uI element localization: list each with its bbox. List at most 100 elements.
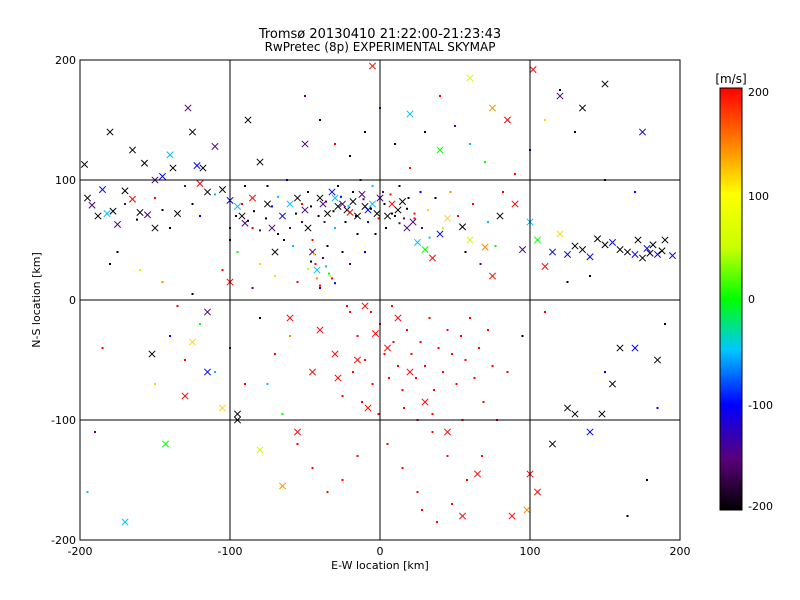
data-point-dot <box>398 185 401 187</box>
data-point-dot <box>236 251 239 253</box>
data-point-dot <box>310 260 312 263</box>
data-point-dot <box>325 265 327 268</box>
data-point-dot <box>169 335 171 337</box>
data-point-x <box>529 66 537 74</box>
data-point-dot <box>364 251 366 253</box>
data-point-x <box>263 200 272 208</box>
data-point-dot <box>388 377 390 379</box>
data-point-x <box>533 488 542 496</box>
data-point-x <box>586 428 594 436</box>
y-tick-label: -100 <box>51 414 76 427</box>
data-point-x <box>188 128 197 136</box>
data-point-dot <box>301 203 303 205</box>
data-point-x <box>548 248 557 256</box>
data-point-dot <box>382 191 384 193</box>
data-point-dot <box>506 371 509 373</box>
data-point-x <box>409 218 417 226</box>
data-point-dot <box>349 311 351 313</box>
data-point-dot <box>326 245 329 247</box>
data-point-dot <box>406 329 408 331</box>
data-point-x <box>458 223 467 231</box>
data-point-dot <box>241 203 243 205</box>
data-point-dot <box>439 95 441 97</box>
data-point-x <box>331 194 339 202</box>
data-point-dot <box>421 227 423 229</box>
data-point-dot <box>367 221 369 223</box>
data-point-dot <box>191 203 194 205</box>
data-point-dot <box>374 233 377 235</box>
data-point-x <box>458 512 467 520</box>
data-point-x <box>518 246 527 254</box>
data-point-x <box>199 164 207 172</box>
data-point-x <box>541 262 549 270</box>
data-point-dot <box>370 311 372 313</box>
colorbar-tick-label: -100 <box>748 399 773 412</box>
data-point-dot <box>307 267 309 270</box>
data-point-x <box>481 243 489 251</box>
data-point-dot <box>664 323 666 325</box>
data-point-dot <box>403 407 405 409</box>
data-point-x <box>646 249 654 257</box>
data-point-x <box>473 470 482 478</box>
data-point-x <box>271 248 279 256</box>
data-point-x <box>443 428 452 436</box>
data-point-dot <box>377 413 380 415</box>
data-point-dot <box>176 305 179 307</box>
data-point-dot <box>364 359 366 361</box>
data-point-x <box>173 210 182 218</box>
plot-frame <box>79 59 681 541</box>
data-point-x <box>278 482 287 490</box>
data-point-dot <box>271 205 273 208</box>
data-point-x <box>308 368 317 376</box>
data-point-x <box>413 238 422 246</box>
data-point-dot <box>634 191 636 193</box>
data-point-dot <box>406 207 408 210</box>
data-point-dot <box>221 269 224 271</box>
data-point-dot <box>472 203 474 205</box>
data-point-x <box>353 212 362 220</box>
data-point-x <box>140 159 149 167</box>
x-tick-label: -100 <box>218 545 243 558</box>
data-point-x <box>256 446 264 454</box>
data-point-x <box>616 344 624 352</box>
data-point-dot <box>394 215 396 217</box>
data-point-dot <box>416 491 419 493</box>
data-point-x <box>556 230 564 238</box>
data-point-dot <box>491 365 494 367</box>
data-point-x <box>653 356 662 364</box>
data-point-dot <box>292 245 294 247</box>
data-point-dot <box>281 413 284 415</box>
data-point-x <box>316 326 324 334</box>
data-point-dot <box>466 479 468 481</box>
data-point-dot <box>289 227 291 229</box>
grid <box>79 59 681 541</box>
y-tick-label: 100 <box>55 174 76 187</box>
data-point-dot <box>403 217 405 220</box>
data-point-x <box>161 440 170 448</box>
data-point-dot <box>464 359 467 361</box>
data-point-x <box>353 356 362 364</box>
data-point-x <box>649 241 657 249</box>
data-point-x <box>121 518 129 526</box>
data-point-dot <box>266 383 269 385</box>
data-point-x <box>349 198 357 206</box>
data-point-dot <box>341 251 344 253</box>
data-point-dot <box>544 311 546 313</box>
data-point-x <box>388 200 396 208</box>
data-point-dot <box>94 431 96 433</box>
data-point-x <box>383 344 392 352</box>
data-point-dot <box>307 191 309 193</box>
colorbar-tick-label: 100 <box>748 190 769 203</box>
data-point-x <box>80 160 89 168</box>
data-point-dot <box>371 185 374 187</box>
data-point-dot <box>337 185 339 187</box>
data-point-dot <box>451 503 453 505</box>
data-point-x <box>563 250 572 258</box>
data-point-dot <box>442 371 444 373</box>
data-point-dot <box>259 263 261 265</box>
data-point-x <box>571 410 579 418</box>
data-point-x <box>88 201 96 209</box>
data-point-dot <box>455 383 458 385</box>
data-point-dot <box>325 200 327 203</box>
data-point-dot <box>502 191 504 193</box>
